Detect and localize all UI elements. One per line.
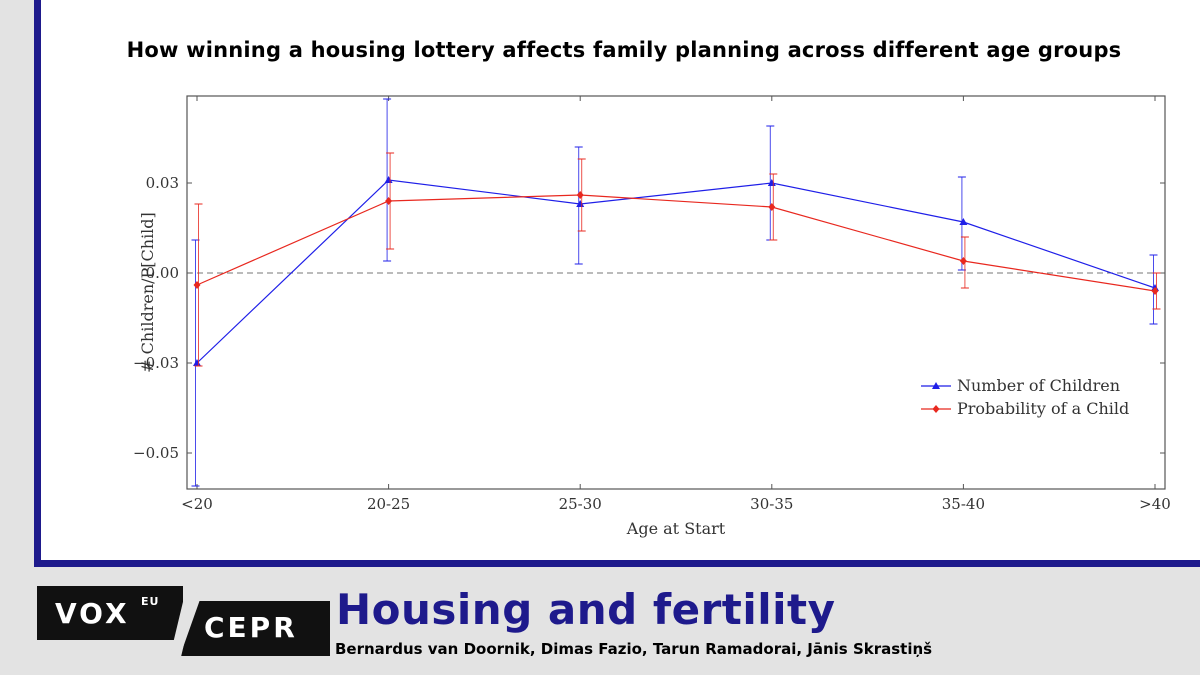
legend-label-probability: Probability of a Child: [957, 399, 1129, 418]
article-headline: Housing and fertility: [336, 585, 836, 634]
chart-title: How winning a housing lottery affects fa…: [126, 38, 1122, 62]
data-point-probability: [1151, 287, 1159, 295]
vox-logo: VOX EU: [37, 586, 183, 640]
series-line-probability: [196, 194, 1156, 292]
series-line-children: [196, 179, 1156, 364]
data-point-probability: [193, 281, 201, 289]
data-point-children: [384, 176, 393, 183]
data-point-probability: [385, 197, 393, 205]
data-point-probability: [959, 257, 967, 265]
legend-marker-children: [932, 382, 940, 389]
data-point-children: [959, 218, 968, 225]
plot-frame: [186, 95, 1166, 490]
article-authors: Bernardus van Doornik, Dimas Fazio, Taru…: [335, 640, 933, 658]
cepr-logo: CEPR: [180, 601, 330, 656]
vox-logo-text: VOX: [55, 597, 130, 630]
y-axis-label: # Children/P[Child]: [138, 212, 157, 373]
x-axis-label: Age at Start: [626, 519, 726, 538]
y-tick-label: 0.00: [146, 264, 179, 282]
data-point-probability: [576, 191, 584, 199]
cepr-logo-text: CEPR: [204, 611, 298, 644]
y-tick-label: 0.03: [146, 174, 179, 192]
chart-card: How winning a housing lottery affects fa…: [34, 0, 1200, 567]
legend-marker-probability: [932, 405, 940, 413]
data-point-children: [767, 179, 776, 186]
vox-logo-superscript: EU: [141, 595, 160, 608]
data-point-probability: [768, 203, 776, 211]
x-tick-label: <20: [181, 495, 213, 513]
x-tick-label: 35-40: [942, 495, 985, 513]
legend-label-children: Number of Children: [957, 376, 1120, 395]
x-tick-label: 25-30: [559, 495, 602, 513]
x-tick-label: 20-25: [367, 495, 410, 513]
x-tick-label: 30-35: [750, 495, 793, 513]
y-tick-label: −0.03: [133, 354, 179, 372]
y-tick-label: −0.05: [133, 444, 179, 462]
chart-plot: 0.03 0.00 −0.03 −0.05 <20 20-25 25-30 30-35 35-4…: [133, 95, 1171, 538]
x-tick-label: >40: [1139, 495, 1171, 513]
